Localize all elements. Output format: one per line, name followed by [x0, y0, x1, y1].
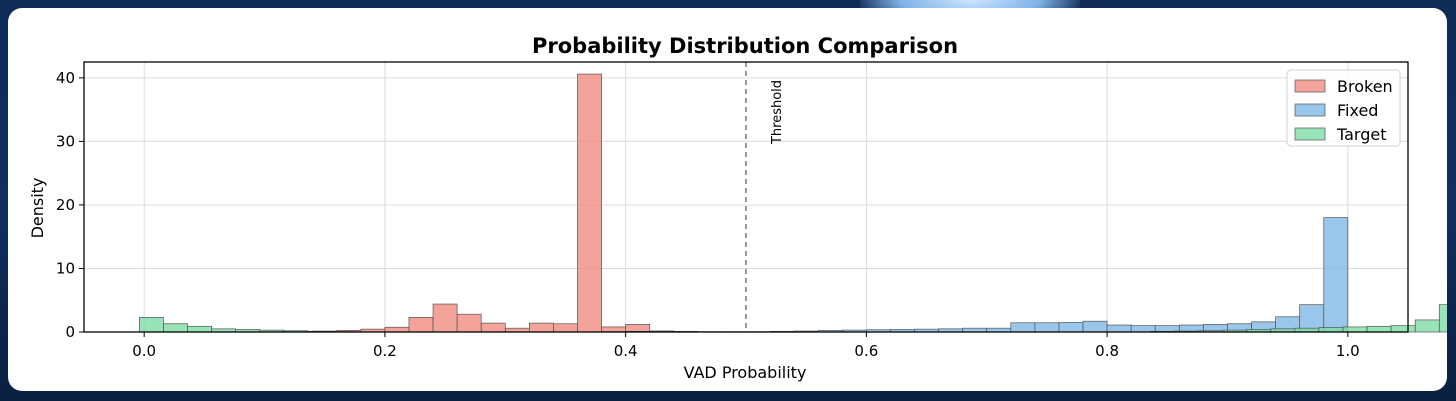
x-tick-label: 0.4	[614, 342, 638, 360]
bar-fixed	[1106, 324, 1132, 333]
bar-target	[139, 317, 164, 333]
bar-fixed	[1010, 322, 1036, 333]
y-axis-ticks: 0 10 20 30 40	[56, 69, 84, 341]
histogram-bars	[139, 73, 1447, 333]
bar-broken	[625, 324, 651, 333]
legend-swatch-fixed	[1294, 103, 1326, 117]
bar-broken	[456, 313, 482, 333]
bar-target	[1318, 327, 1344, 333]
legend-swatch-target	[1294, 127, 1326, 141]
x-tick-label: 0.6	[854, 342, 878, 360]
bar-fixed	[1058, 322, 1084, 333]
bar-target	[163, 323, 188, 333]
bar-broken	[432, 303, 458, 333]
legend-label-target: Target	[1336, 125, 1387, 144]
bar-target	[1438, 304, 1447, 333]
threshold-marker: Threshold	[745, 62, 785, 332]
chart-card: Probability Distribution Comparison Thre…	[8, 8, 1447, 391]
threshold-label: Threshold	[770, 80, 785, 145]
x-tick-label: 0.8	[1095, 342, 1119, 360]
bar-broken	[480, 322, 506, 333]
bar-broken	[384, 326, 410, 333]
bar-target	[187, 325, 212, 333]
bar-fixed	[1034, 322, 1060, 333]
bar-fixed	[1323, 217, 1349, 333]
y-tick-label: 0	[65, 323, 75, 341]
y-tick-label: 10	[56, 259, 75, 277]
legend-swatch-broken	[1294, 79, 1326, 93]
y-tick-label: 30	[56, 132, 75, 150]
bar-broken	[601, 326, 626, 333]
legend-label-broken: Broken	[1337, 77, 1393, 96]
bar-broken	[577, 73, 602, 333]
bar-target	[1390, 325, 1416, 333]
bar-broken	[408, 317, 434, 333]
bar-target	[1342, 326, 1368, 333]
legend-label-fixed: Fixed	[1337, 101, 1378, 120]
x-axis-label: VAD Probability	[684, 363, 807, 382]
bar-fixed	[1082, 320, 1108, 333]
plot-frame	[83, 61, 1409, 333]
x-tick-label: 0.0	[132, 342, 156, 360]
chart-title: Probability Distribution Comparison	[532, 34, 958, 58]
y-tick-label: 20	[56, 196, 75, 214]
x-axis-ticks: 0.0 0.2 0.4 0.6 0.8 1.0	[132, 332, 1360, 360]
bar-broken	[553, 323, 578, 333]
chart-svg: Probability Distribution Comparison Thre…	[28, 34, 1447, 382]
bar-broken	[528, 322, 554, 333]
bar-target	[1414, 319, 1440, 333]
legend: Broken Fixed Target	[1286, 69, 1401, 147]
y-tick-label: 40	[56, 69, 75, 87]
x-tick-label: 0.2	[373, 342, 397, 360]
bar-target	[1366, 325, 1392, 333]
x-tick-label: 1.0	[1336, 342, 1360, 360]
y-axis-label: Density	[28, 178, 47, 239]
